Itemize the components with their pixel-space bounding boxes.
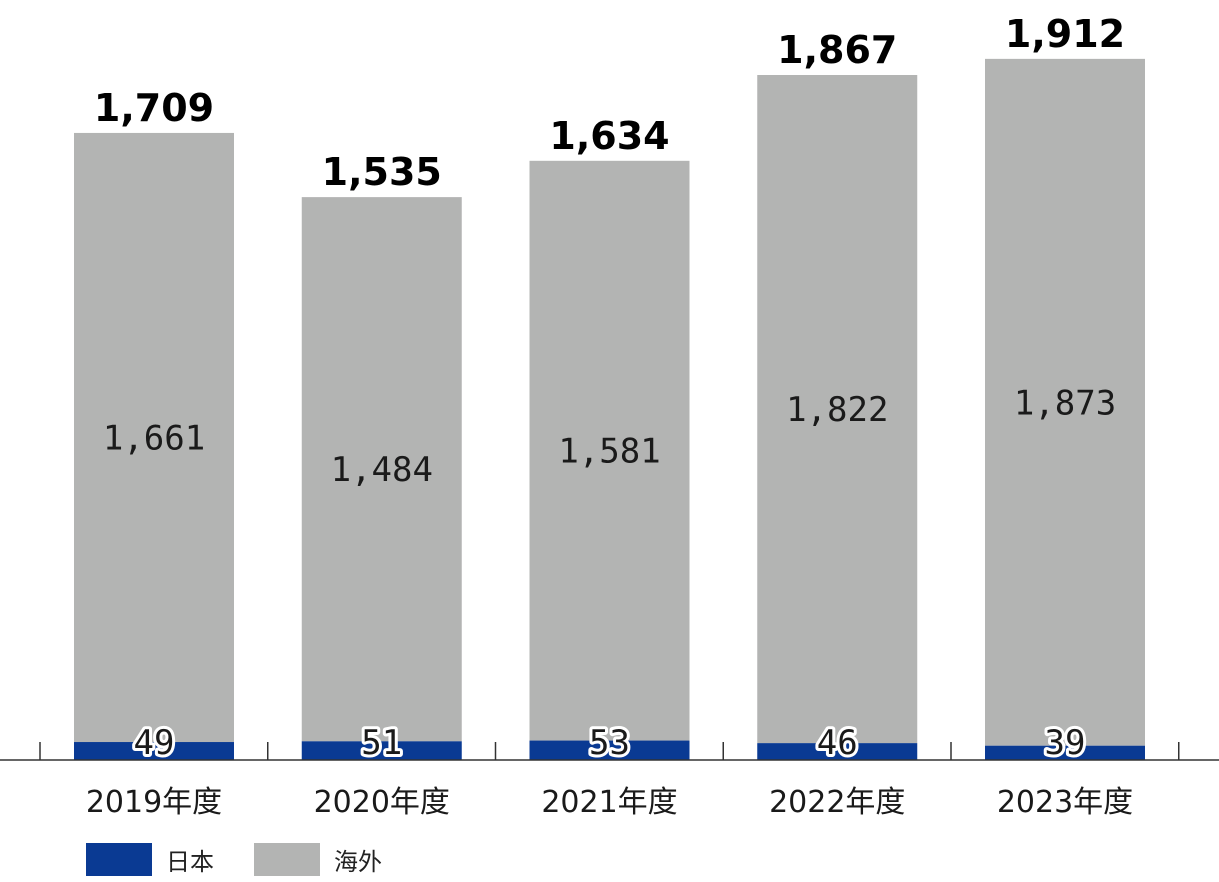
data-label-overseas: 1,873 [1014, 383, 1116, 423]
legend-swatch-overseas [254, 843, 320, 876]
bar-japan [74, 742, 234, 760]
bar-overseas [529, 160, 690, 741]
bar-japan [757, 743, 918, 760]
x-tick-label: 2019年度 [86, 785, 222, 820]
bar-overseas [74, 132, 234, 743]
data-label-total: 1,912 [1005, 12, 1125, 56]
data-label-japan: 49 [134, 723, 175, 763]
x-tick-label: 2020年度 [314, 785, 450, 820]
bar-overseas [757, 75, 918, 744]
legend-label-overseas: 海外 [334, 848, 382, 876]
x-tick-label: 2021年度 [541, 785, 677, 820]
data-label-overseas: 1,484 [331, 450, 433, 490]
data-label-overseas: 1,822 [786, 390, 888, 430]
data-label-japan: 46 [817, 723, 858, 763]
x-tick-label: 2022年度 [769, 785, 905, 820]
data-label-japan: 53 [589, 723, 630, 763]
data-label-japan: 51 [361, 723, 402, 763]
x-tick-label: 2023年度 [997, 785, 1133, 820]
bar-japan [529, 740, 690, 760]
data-label-overseas: 1,581 [558, 432, 660, 472]
legend: 日本 海外 [86, 842, 422, 877]
legend-item-japan: 日本 [86, 842, 214, 877]
legend-label-japan: 日本 [166, 848, 214, 876]
data-label-japan: 39 [1045, 723, 1086, 763]
bar-japan [301, 741, 462, 760]
legend-swatch-japan [86, 843, 152, 876]
data-label-total: 1,867 [777, 28, 897, 72]
bar-overseas [985, 58, 1145, 746]
bar-japan [985, 745, 1145, 760]
data-label-total: 1,634 [549, 114, 669, 158]
data-label-overseas: 1,661 [103, 418, 205, 458]
data-label-total: 1,535 [322, 150, 442, 194]
bar-overseas [301, 197, 462, 742]
legend-item-overseas: 海外 [254, 842, 382, 877]
data-label-total: 1,709 [94, 86, 214, 130]
